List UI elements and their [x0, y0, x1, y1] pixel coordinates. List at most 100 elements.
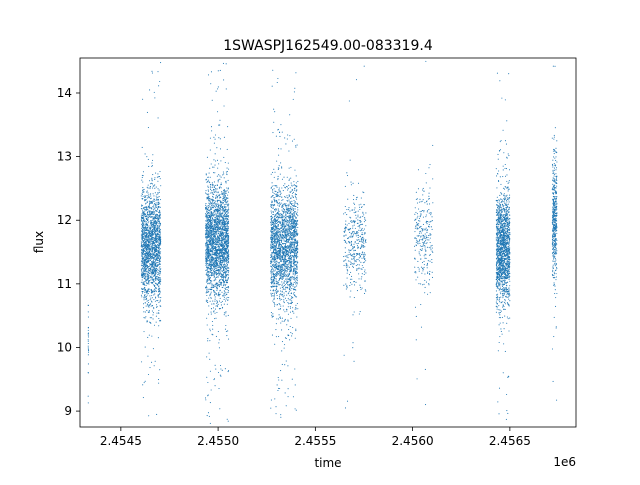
- data-point: [159, 236, 161, 238]
- data-point: [223, 225, 225, 227]
- data-point: [153, 280, 155, 282]
- data-point: [154, 236, 156, 238]
- data-point: [157, 173, 159, 175]
- data-point: [150, 261, 153, 263]
- data-point: [158, 249, 160, 251]
- data-point: [149, 277, 151, 279]
- data-point: [212, 269, 215, 271]
- data-points: [87, 60, 558, 424]
- data-point: [159, 291, 161, 293]
- data-point: [223, 293, 225, 295]
- data-point: [278, 308, 280, 310]
- data-point: [294, 203, 296, 205]
- data-point: [210, 210, 212, 213]
- data-point: [223, 188, 225, 191]
- data-point: [213, 262, 215, 264]
- data-point: [212, 218, 214, 220]
- data-point: [282, 227, 284, 229]
- data-point: [149, 230, 152, 232]
- data-point: [219, 280, 221, 282]
- data-point: [159, 224, 161, 226]
- data-point: [145, 232, 147, 234]
- data-point: [214, 153, 216, 155]
- data-point: [213, 250, 215, 252]
- data-point: [210, 240, 212, 242]
- data-point: [212, 324, 214, 326]
- data-point: [227, 228, 229, 230]
- data-point: [211, 202, 213, 204]
- data-point: [224, 285, 226, 287]
- data-point: [153, 307, 155, 309]
- data-point: [148, 221, 150, 223]
- data-point: [218, 186, 220, 189]
- data-point: [145, 221, 147, 223]
- data-point: [216, 235, 219, 237]
- data-point: [223, 192, 225, 194]
- data-point: [283, 227, 285, 229]
- data-point: [210, 206, 212, 208]
- data-point: [212, 307, 215, 309]
- data-point: [205, 179, 207, 181]
- data-point: [158, 191, 160, 193]
- data-point: [222, 232, 224, 234]
- data-point: [295, 304, 297, 306]
- data-point: [210, 242, 212, 244]
- data-point: [227, 229, 229, 231]
- data-point: [152, 225, 154, 227]
- data-point: [154, 223, 156, 225]
- data-point: [208, 255, 210, 257]
- data-point: [215, 225, 217, 227]
- data-point: [142, 260, 144, 262]
- data-point: [211, 285, 213, 287]
- data-point: [227, 245, 229, 247]
- data-point: [87, 332, 89, 334]
- data-point: [215, 184, 217, 186]
- data-point: [294, 308, 296, 310]
- data-point: [279, 238, 281, 240]
- data-point: [227, 272, 229, 274]
- data-point: [159, 178, 161, 180]
- data-point: [225, 228, 227, 230]
- data-point: [215, 242, 217, 244]
- data-point: [223, 251, 225, 253]
- data-point: [87, 342, 89, 345]
- data-point: [145, 235, 147, 237]
- data-point: [150, 322, 152, 324]
- data-point: [153, 209, 155, 211]
- data-point: [219, 269, 221, 271]
- data-point: [223, 194, 225, 196]
- data-point: [87, 402, 89, 404]
- data-point: [154, 360, 156, 362]
- data-point: [215, 294, 217, 296]
- data-point: [144, 242, 146, 244]
- data-point: [217, 70, 219, 72]
- data-point: [147, 244, 149, 246]
- data-point: [215, 209, 217, 211]
- data-point: [159, 271, 161, 273]
- data-point: [206, 198, 208, 200]
- data-point: [217, 283, 219, 285]
- data-point: [225, 260, 228, 262]
- data-point: [212, 193, 214, 195]
- data-point: [207, 274, 209, 276]
- data-point: [226, 296, 228, 298]
- data-point: [149, 235, 151, 237]
- data-point: [87, 316, 89, 318]
- data-point: [143, 188, 145, 191]
- data-point: [143, 200, 146, 202]
- data-point: [221, 209, 223, 211]
- data-point: [150, 227, 152, 229]
- data-point: [209, 254, 212, 256]
- data-point: [152, 265, 154, 267]
- data-point: [219, 119, 221, 121]
- data-point: [214, 258, 216, 260]
- data-point: [148, 225, 150, 227]
- data-point: [142, 234, 144, 236]
- data-point: [144, 234, 146, 236]
- data-point: [209, 278, 211, 280]
- data-point: [152, 261, 154, 263]
- data-point: [156, 225, 158, 227]
- data-point: [213, 311, 215, 313]
- data-point: [226, 225, 228, 227]
- data-point: [148, 232, 150, 235]
